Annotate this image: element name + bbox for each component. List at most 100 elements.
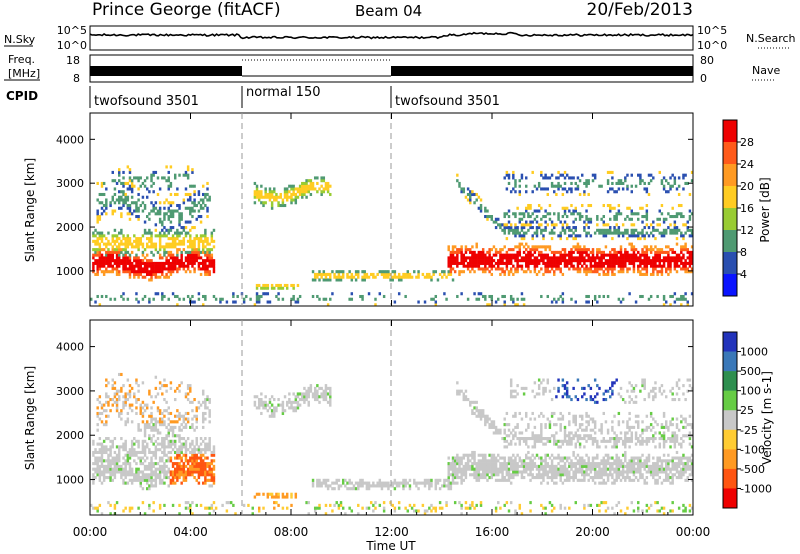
power-cell [550,220,554,224]
power-cell [673,261,677,265]
power-cell [568,253,571,257]
power-cell [255,286,259,290]
velocity-cell [380,487,384,491]
velocity-cell [137,445,140,449]
power-cell [615,215,618,219]
power-cell [688,259,692,263]
power-cell [423,300,427,304]
power-cell [507,231,511,235]
power-cell [641,231,644,235]
power-cell [578,192,582,197]
power-cell [150,237,153,241]
power-cell [477,292,481,296]
power-cell [643,181,646,185]
velocity-cell [507,476,511,480]
power-cell [602,234,605,238]
velocity-cell [572,464,575,468]
velocity-cell [118,389,121,393]
power-cell [587,259,590,263]
velocity-cell [344,484,347,488]
power-cell [141,209,145,213]
velocity-cell [197,400,201,404]
velocity-cell [365,506,369,510]
power-cell [167,176,170,180]
power-cell [150,278,153,282]
power-cell [120,231,123,235]
velocity-cell [466,467,470,471]
power-cell [126,256,130,260]
velocity-cell [520,459,524,463]
power-cell [688,215,692,219]
power-cell [283,203,287,208]
power-cell [171,209,175,213]
velocity-cell [447,467,450,471]
power-cell [503,231,506,235]
velocity-cell [348,487,351,491]
power-cell [257,300,261,304]
power-cell [158,270,162,274]
velocity-cell [447,484,450,488]
power-cell [143,203,147,208]
power-cell [658,209,661,213]
power-cell [193,267,196,271]
velocity-cell [105,378,108,382]
power-cell [649,179,653,183]
power-cell [529,220,532,224]
velocity-cell [460,506,463,510]
velocity-cell [520,417,524,421]
velocity-cell [542,506,545,510]
power-cell [182,248,186,252]
velocity-cell [402,478,405,482]
velocity-cell [471,400,474,404]
power-cell [109,270,112,274]
power-cell [662,256,666,260]
velocity-cell [490,425,494,429]
velocity-cell [572,462,575,466]
velocity-cell [374,506,377,510]
power-cell [673,292,677,296]
power-cell [669,267,672,271]
power-cell [135,292,138,296]
velocity-cell [113,386,117,390]
power-cell [553,231,556,235]
velocity-cell [546,464,550,468]
power-cell [589,264,593,268]
velocity-cell [578,442,582,446]
power-cell [527,206,530,210]
velocity-cell [305,389,308,393]
power-cell [673,259,677,263]
power-cell [105,237,108,241]
velocity-cell [199,473,203,477]
velocity-cell [176,467,179,471]
power-cell [145,231,149,235]
velocity-cell [133,450,136,455]
velocity-cell [385,484,388,488]
velocity-cell [425,478,429,482]
velocity-cell [109,473,112,477]
velocity-cell [173,467,177,471]
velocity-cell [557,417,560,421]
power-cell [109,242,112,246]
velocity-cell [163,503,166,507]
power-cell [643,237,646,241]
velocity-cell [257,509,261,513]
velocity-cell [475,400,478,404]
power-cell [643,250,646,254]
power-cell [126,259,130,263]
power-cell [673,179,677,183]
power-cell [189,228,192,232]
power-cell [462,253,466,257]
power-cell [593,261,597,265]
velocity-cell [178,437,181,441]
power-cell [606,253,610,257]
velocity-cell [561,467,565,471]
velocity-cell [535,439,539,443]
power-cell [550,223,554,227]
power-cell [128,212,132,216]
power-cell [204,261,207,265]
power-cell [100,212,104,216]
power-cell [486,209,489,213]
velocity-cell [152,442,155,446]
velocity-cell [154,417,158,421]
power-cell [130,181,134,185]
